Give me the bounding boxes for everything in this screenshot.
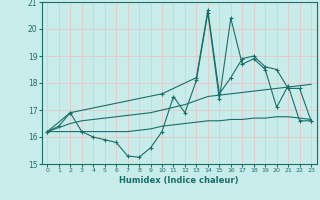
X-axis label: Humidex (Indice chaleur): Humidex (Indice chaleur) [119, 176, 239, 185]
